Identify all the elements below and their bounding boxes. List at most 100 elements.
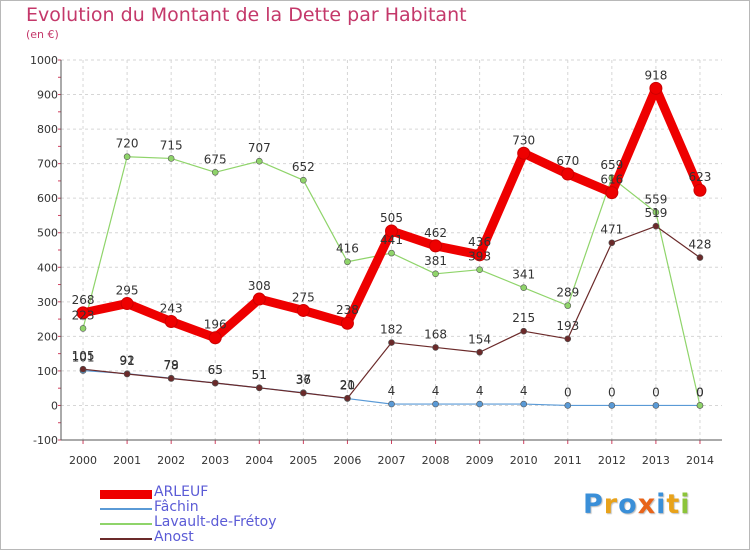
data-label: 36 xyxy=(296,373,311,387)
data-label: 65 xyxy=(208,363,223,377)
data-label: 0 xyxy=(652,385,660,399)
data-label: 65 xyxy=(208,363,223,377)
data-label: 0 xyxy=(696,385,704,399)
data-label: 4 xyxy=(432,384,440,398)
data-label: 0 xyxy=(608,385,616,399)
data-point xyxy=(520,327,528,335)
data-point xyxy=(564,402,572,409)
data-label: 20 xyxy=(340,379,355,393)
data-point xyxy=(164,315,178,329)
data-point xyxy=(561,167,575,181)
y-tick-label: 0 xyxy=(51,399,58,412)
x-tick-label: 2011 xyxy=(554,454,582,467)
data-label: 182 xyxy=(380,323,403,337)
logo-letter: P xyxy=(583,489,604,520)
data-label: 275 xyxy=(292,290,315,304)
data-point xyxy=(432,344,439,351)
x-tick-label: 2004 xyxy=(245,454,273,467)
data-point xyxy=(608,239,616,247)
legend-swatch xyxy=(100,489,152,499)
data-point xyxy=(388,249,395,257)
line-chart: -100010020030040050060070080090010002000… xyxy=(30,54,722,467)
data-label: 37 xyxy=(296,373,311,387)
data-label: 393 xyxy=(468,250,491,264)
data-point xyxy=(473,248,487,262)
y-tick-label: 100 xyxy=(37,365,58,378)
data-point xyxy=(79,365,87,373)
data-point xyxy=(605,186,619,200)
data-label: 101 xyxy=(72,351,95,365)
data-label: 616 xyxy=(600,173,623,187)
legend-label: Anost xyxy=(154,529,194,545)
x-tick-label: 2008 xyxy=(422,454,450,467)
data-point xyxy=(208,331,222,345)
legend-item: Anost xyxy=(100,529,360,546)
data-label: 91 xyxy=(119,354,134,368)
data-point xyxy=(696,402,704,409)
data-label: 193 xyxy=(556,319,579,333)
x-tick-label: 2006 xyxy=(333,454,361,467)
x-tick-label: 2001 xyxy=(113,454,141,467)
data-point xyxy=(340,316,354,330)
legend-item: Lavault-de-Frétoy xyxy=(100,514,360,531)
data-label: 21 xyxy=(340,378,355,392)
data-label: 168 xyxy=(424,327,447,341)
data-point xyxy=(211,168,219,176)
data-label: 295 xyxy=(116,284,139,298)
data-label: 0 xyxy=(696,385,704,399)
y-tick-label: 500 xyxy=(37,227,58,240)
x-tick-label: 2010 xyxy=(510,454,538,467)
data-point xyxy=(652,209,660,216)
data-point xyxy=(432,400,439,408)
logo-letter: i xyxy=(680,489,691,520)
legend-item: Fâchin xyxy=(100,499,360,516)
data-point xyxy=(608,402,616,409)
data-point xyxy=(388,400,395,408)
data-label: 720 xyxy=(116,137,139,151)
chart-unit-label: (en €) xyxy=(26,28,59,41)
data-point xyxy=(652,402,660,409)
data-point xyxy=(123,153,131,161)
logo-letter: o xyxy=(618,489,638,520)
data-label: 289 xyxy=(556,286,579,300)
data-point xyxy=(649,81,663,95)
data-point xyxy=(300,389,307,397)
data-point xyxy=(432,270,439,278)
y-tick-label: 800 xyxy=(37,123,58,136)
data-label: 428 xyxy=(689,238,712,252)
data-label: 92 xyxy=(119,354,134,368)
data-point xyxy=(76,306,90,320)
y-tick-label: 400 xyxy=(37,261,58,274)
data-point xyxy=(167,155,175,162)
data-label: 519 xyxy=(644,206,667,220)
data-point xyxy=(300,176,307,184)
data-point xyxy=(564,335,572,343)
data-point xyxy=(123,370,131,378)
data-label: 341 xyxy=(512,268,535,282)
legend-item: ARLEUF xyxy=(100,484,360,501)
data-label: 918 xyxy=(644,68,667,82)
data-point xyxy=(252,292,266,306)
chart-title: Evolution du Montant de la Dette par Hab… xyxy=(26,4,467,26)
x-tick-label: 2014 xyxy=(686,454,714,467)
data-label: 623 xyxy=(689,170,712,184)
data-point xyxy=(385,224,398,238)
data-point xyxy=(344,394,351,402)
legend-swatch xyxy=(100,523,152,525)
data-point xyxy=(564,302,572,309)
data-label: 51 xyxy=(252,368,267,382)
data-label: 436 xyxy=(468,235,491,249)
data-label: 238 xyxy=(336,303,359,317)
data-point xyxy=(388,339,395,346)
y-tick-label: 600 xyxy=(37,192,58,205)
data-label: 196 xyxy=(204,318,227,332)
legend-label: ARLEUF xyxy=(154,484,209,500)
data-point xyxy=(652,222,660,230)
data-label: 4 xyxy=(476,384,484,398)
y-tick-label: 900 xyxy=(37,89,58,102)
data-point xyxy=(255,384,263,392)
data-label: 78 xyxy=(164,359,179,373)
x-tick-label: 2012 xyxy=(598,454,626,467)
data-point xyxy=(517,146,531,160)
logo-letter: x xyxy=(637,489,657,520)
